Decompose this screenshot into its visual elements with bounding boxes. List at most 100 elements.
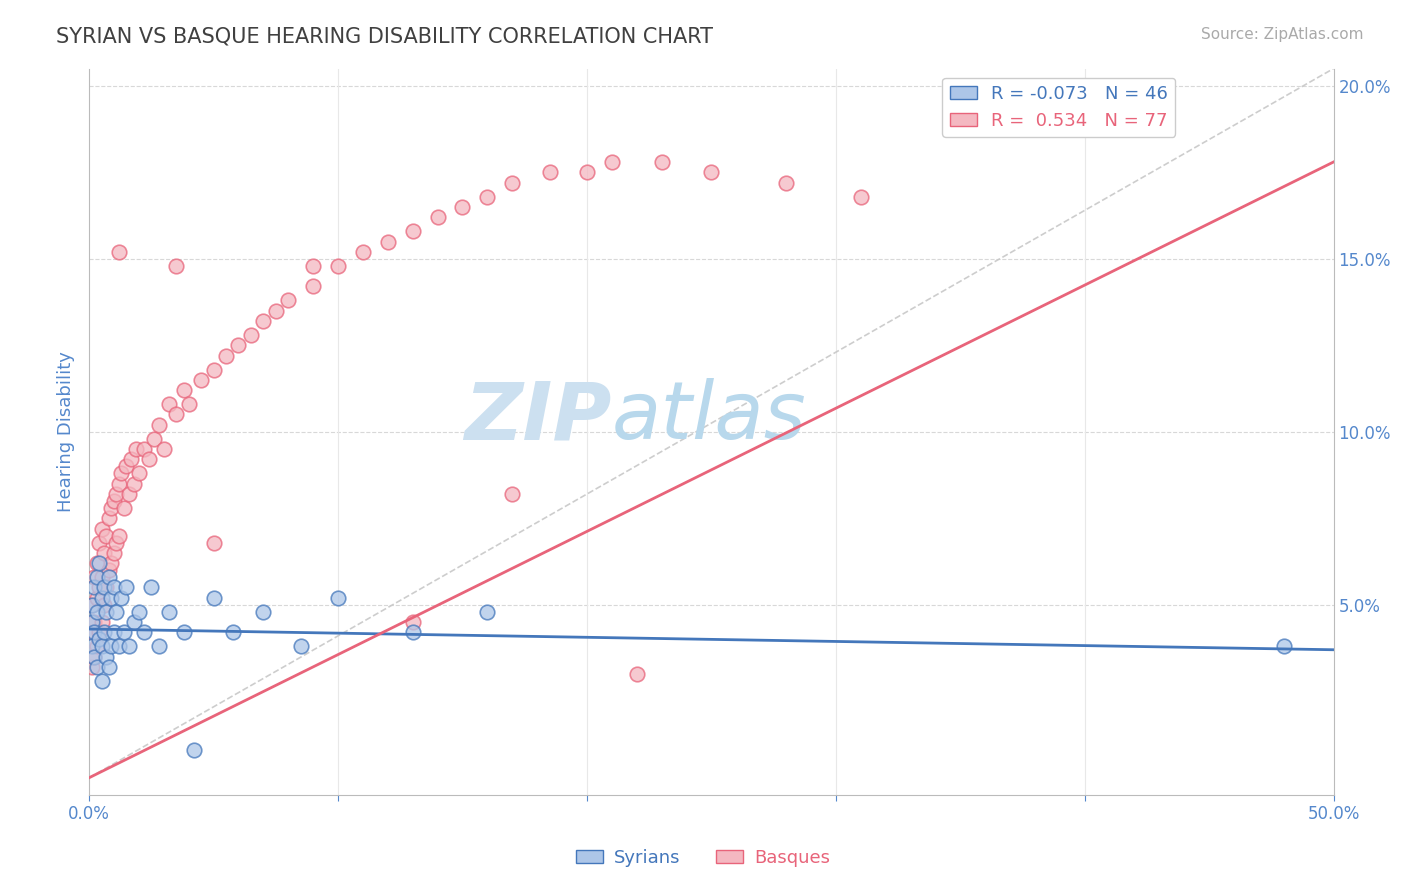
Point <box>401 615 423 629</box>
Point <box>165 259 187 273</box>
Point <box>173 625 195 640</box>
Point <box>849 189 872 203</box>
Point <box>157 605 180 619</box>
Point <box>239 327 262 342</box>
Point <box>141 581 163 595</box>
Text: Source: ZipAtlas.com: Source: ZipAtlas.com <box>1201 27 1364 42</box>
Point <box>100 640 122 654</box>
Point <box>600 155 623 169</box>
Point <box>110 591 132 605</box>
Point <box>120 452 142 467</box>
Point <box>103 494 125 508</box>
Point <box>96 528 118 542</box>
Point <box>128 467 150 481</box>
Point <box>157 397 180 411</box>
Point <box>105 487 128 501</box>
Point <box>142 432 165 446</box>
Point <box>86 556 108 570</box>
Point <box>538 165 561 179</box>
Point <box>112 500 135 515</box>
Point <box>98 570 121 584</box>
Point <box>83 625 105 640</box>
Point <box>122 476 145 491</box>
Point <box>165 408 187 422</box>
Point <box>118 487 141 501</box>
Point <box>86 570 108 584</box>
Point <box>83 649 105 664</box>
Point <box>90 673 112 688</box>
Point <box>501 487 523 501</box>
Point <box>352 244 374 259</box>
Point <box>132 442 155 456</box>
Point <box>302 279 325 293</box>
Point <box>222 625 245 640</box>
Point <box>148 640 170 654</box>
Point <box>125 442 148 456</box>
Point <box>775 176 797 190</box>
Point <box>190 373 212 387</box>
Point <box>426 211 449 225</box>
Point <box>108 476 131 491</box>
Legend: R = -0.073   N = 46, R =  0.534   N = 77: R = -0.073 N = 46, R = 0.534 N = 77 <box>942 78 1175 137</box>
Point <box>90 570 112 584</box>
Point <box>252 314 274 328</box>
Point <box>575 165 598 179</box>
Point <box>98 660 121 674</box>
Point <box>87 556 110 570</box>
Point <box>215 349 238 363</box>
Point <box>1272 640 1295 654</box>
Point <box>501 176 523 190</box>
Point <box>228 338 250 352</box>
Text: ZIP: ZIP <box>464 378 612 457</box>
Point <box>122 615 145 629</box>
Point <box>80 598 103 612</box>
Text: SYRIAN VS BASQUE HEARING DISABILITY CORRELATION CHART: SYRIAN VS BASQUE HEARING DISABILITY CORR… <box>56 27 713 46</box>
Point <box>86 660 108 674</box>
Point <box>93 546 115 560</box>
Point <box>93 625 115 640</box>
Point <box>651 155 673 169</box>
Point <box>277 293 299 308</box>
Point <box>108 244 131 259</box>
Point <box>86 640 108 654</box>
Legend: Syrians, Basques: Syrians, Basques <box>568 842 838 874</box>
Point <box>132 625 155 640</box>
Point <box>152 442 174 456</box>
Point <box>80 625 103 640</box>
Point <box>83 581 105 595</box>
Point <box>96 649 118 664</box>
Point <box>100 591 122 605</box>
Point <box>86 605 108 619</box>
Point <box>87 625 110 640</box>
Point <box>202 535 225 549</box>
Point <box>477 189 499 203</box>
Point <box>377 235 399 249</box>
Point <box>87 581 110 595</box>
Point <box>100 500 122 515</box>
Point <box>83 570 105 584</box>
Point <box>96 581 118 595</box>
Point <box>302 259 325 273</box>
Point <box>90 591 112 605</box>
Point <box>115 459 138 474</box>
Point <box>401 224 423 238</box>
Point <box>326 591 349 605</box>
Point <box>173 384 195 398</box>
Point <box>80 640 103 654</box>
Point <box>100 556 122 570</box>
Point <box>108 640 131 654</box>
Point <box>98 511 121 525</box>
Point <box>96 605 118 619</box>
Point <box>110 467 132 481</box>
Point <box>115 581 138 595</box>
Point <box>202 362 225 376</box>
Point <box>80 598 103 612</box>
Point <box>80 660 103 674</box>
Point <box>86 591 108 605</box>
Point <box>93 598 115 612</box>
Point <box>103 625 125 640</box>
Point <box>83 649 105 664</box>
Point <box>90 615 112 629</box>
Point <box>80 615 103 629</box>
Point <box>90 640 112 654</box>
